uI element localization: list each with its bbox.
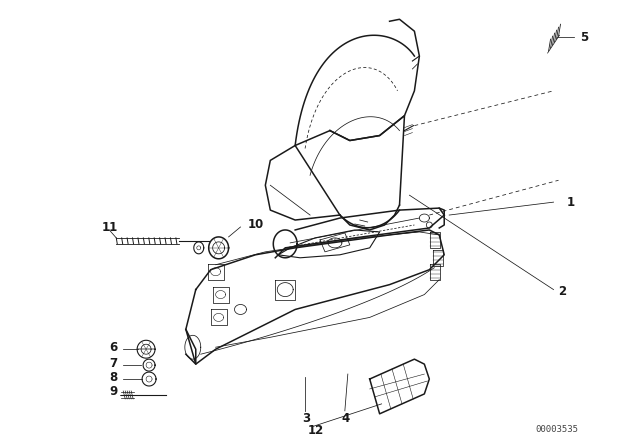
Text: 4: 4: [342, 412, 350, 425]
Text: 12: 12: [308, 424, 324, 437]
Text: 5: 5: [580, 30, 589, 43]
Text: 9: 9: [109, 385, 118, 398]
Text: 6: 6: [109, 341, 118, 354]
Text: 1: 1: [566, 196, 575, 209]
Text: 10: 10: [248, 219, 264, 232]
Text: 8: 8: [109, 370, 118, 383]
Text: 3: 3: [302, 412, 310, 425]
Text: 11: 11: [101, 221, 118, 234]
Text: 00003535: 00003535: [536, 425, 579, 434]
Text: 7: 7: [109, 357, 117, 370]
Text: 2: 2: [559, 285, 566, 298]
